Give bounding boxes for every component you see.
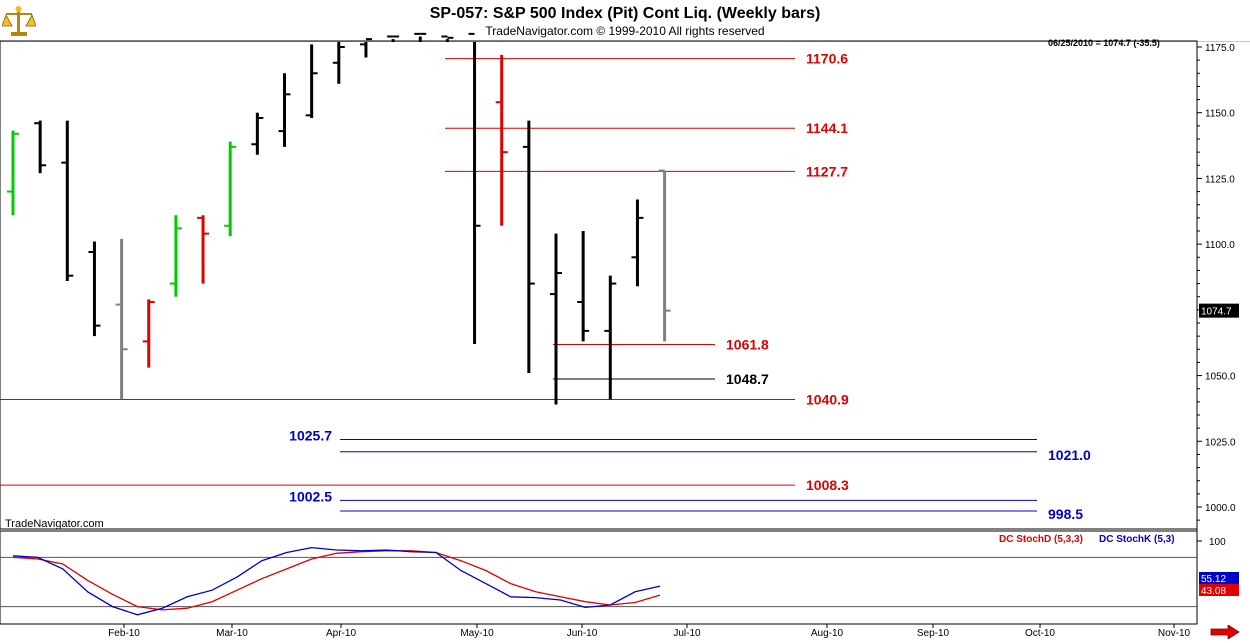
stoch-d-value-box: [1199, 584, 1239, 596]
y-tick-label: 1125.0: [1205, 174, 1235, 185]
stoch-d-value-label: 43.08: [1201, 586, 1226, 597]
level-label: 1025.7: [289, 427, 332, 443]
x-tick-label: Aug-10: [811, 628, 844, 639]
level-label: 1002.5: [289, 488, 332, 504]
stoch-tick-label: 100: [1209, 537, 1226, 548]
x-tick-label: Mar-10: [216, 628, 248, 639]
level-label: 998.5: [1048, 506, 1083, 522]
chart-title: SP-057: S&P 500 Index (Pit) Cont Liq. (W…: [429, 5, 821, 22]
level-label: 1048.7: [726, 371, 769, 387]
stoch-k-line: [12, 546, 661, 616]
stoch-d-legend: DC StochD (5,3,3): [999, 534, 1083, 545]
stoch-k-legend: DC StochK (5,3): [1099, 534, 1175, 545]
x-tick-label: Oct-10: [1025, 628, 1055, 639]
x-tick-label: Apr-10: [326, 628, 356, 639]
level-label: 1127.7: [806, 163, 848, 179]
y-tick-label: 1000.0: [1205, 503, 1236, 514]
x-tick-label: Sep-10: [917, 628, 950, 639]
y-tick-label: 1050.0: [1205, 372, 1236, 383]
x-tick-label: Nov-10: [1158, 628, 1191, 639]
stoch-k-value-box: [1199, 572, 1239, 584]
y-tick-label: 1025.0: [1205, 437, 1236, 448]
scroll-right-arrow-icon[interactable]: [1210, 625, 1240, 639]
stoch-d-line: [12, 550, 661, 611]
last-price-box: [1199, 303, 1239, 318]
price-readout: 06/25/2010 = 1074.7 (-35.5): [1048, 38, 1160, 48]
level-label: 1008.3: [806, 477, 849, 493]
last-price-label: 1074.7: [1201, 307, 1232, 318]
watermark-text: TradeNavigator.com: [5, 518, 104, 530]
x-tick-label: Jun-10: [567, 628, 598, 639]
level-label: 1021.0: [1048, 447, 1091, 463]
level-label: 1061.8: [726, 337, 769, 353]
x-tick-label: Jul-10: [673, 628, 701, 639]
x-tick-label: May-10: [460, 628, 494, 639]
y-tick-label: 1150.0: [1205, 109, 1235, 120]
level-label: 1170.6: [806, 51, 848, 67]
x-tick-label: Feb-10: [108, 628, 140, 639]
title-bar: SP-057: S&P 500 Index (Pit) Cont Liq. (W…: [0, 0, 1250, 42]
price-panel-frame: [0, 40, 1198, 530]
level-label: 1144.1: [806, 120, 848, 136]
scales-logo-icon[interactable]: [2, 4, 36, 38]
y-tick-label: 1175.0: [1205, 43, 1235, 54]
level-label: 1040.9: [806, 391, 849, 407]
stoch-k-value-label: 55.12: [1201, 574, 1226, 585]
y-tick-label: 1100.0: [1205, 240, 1235, 251]
copyright-text: TradeNavigator.com © 1999-2010 All right…: [485, 24, 765, 38]
